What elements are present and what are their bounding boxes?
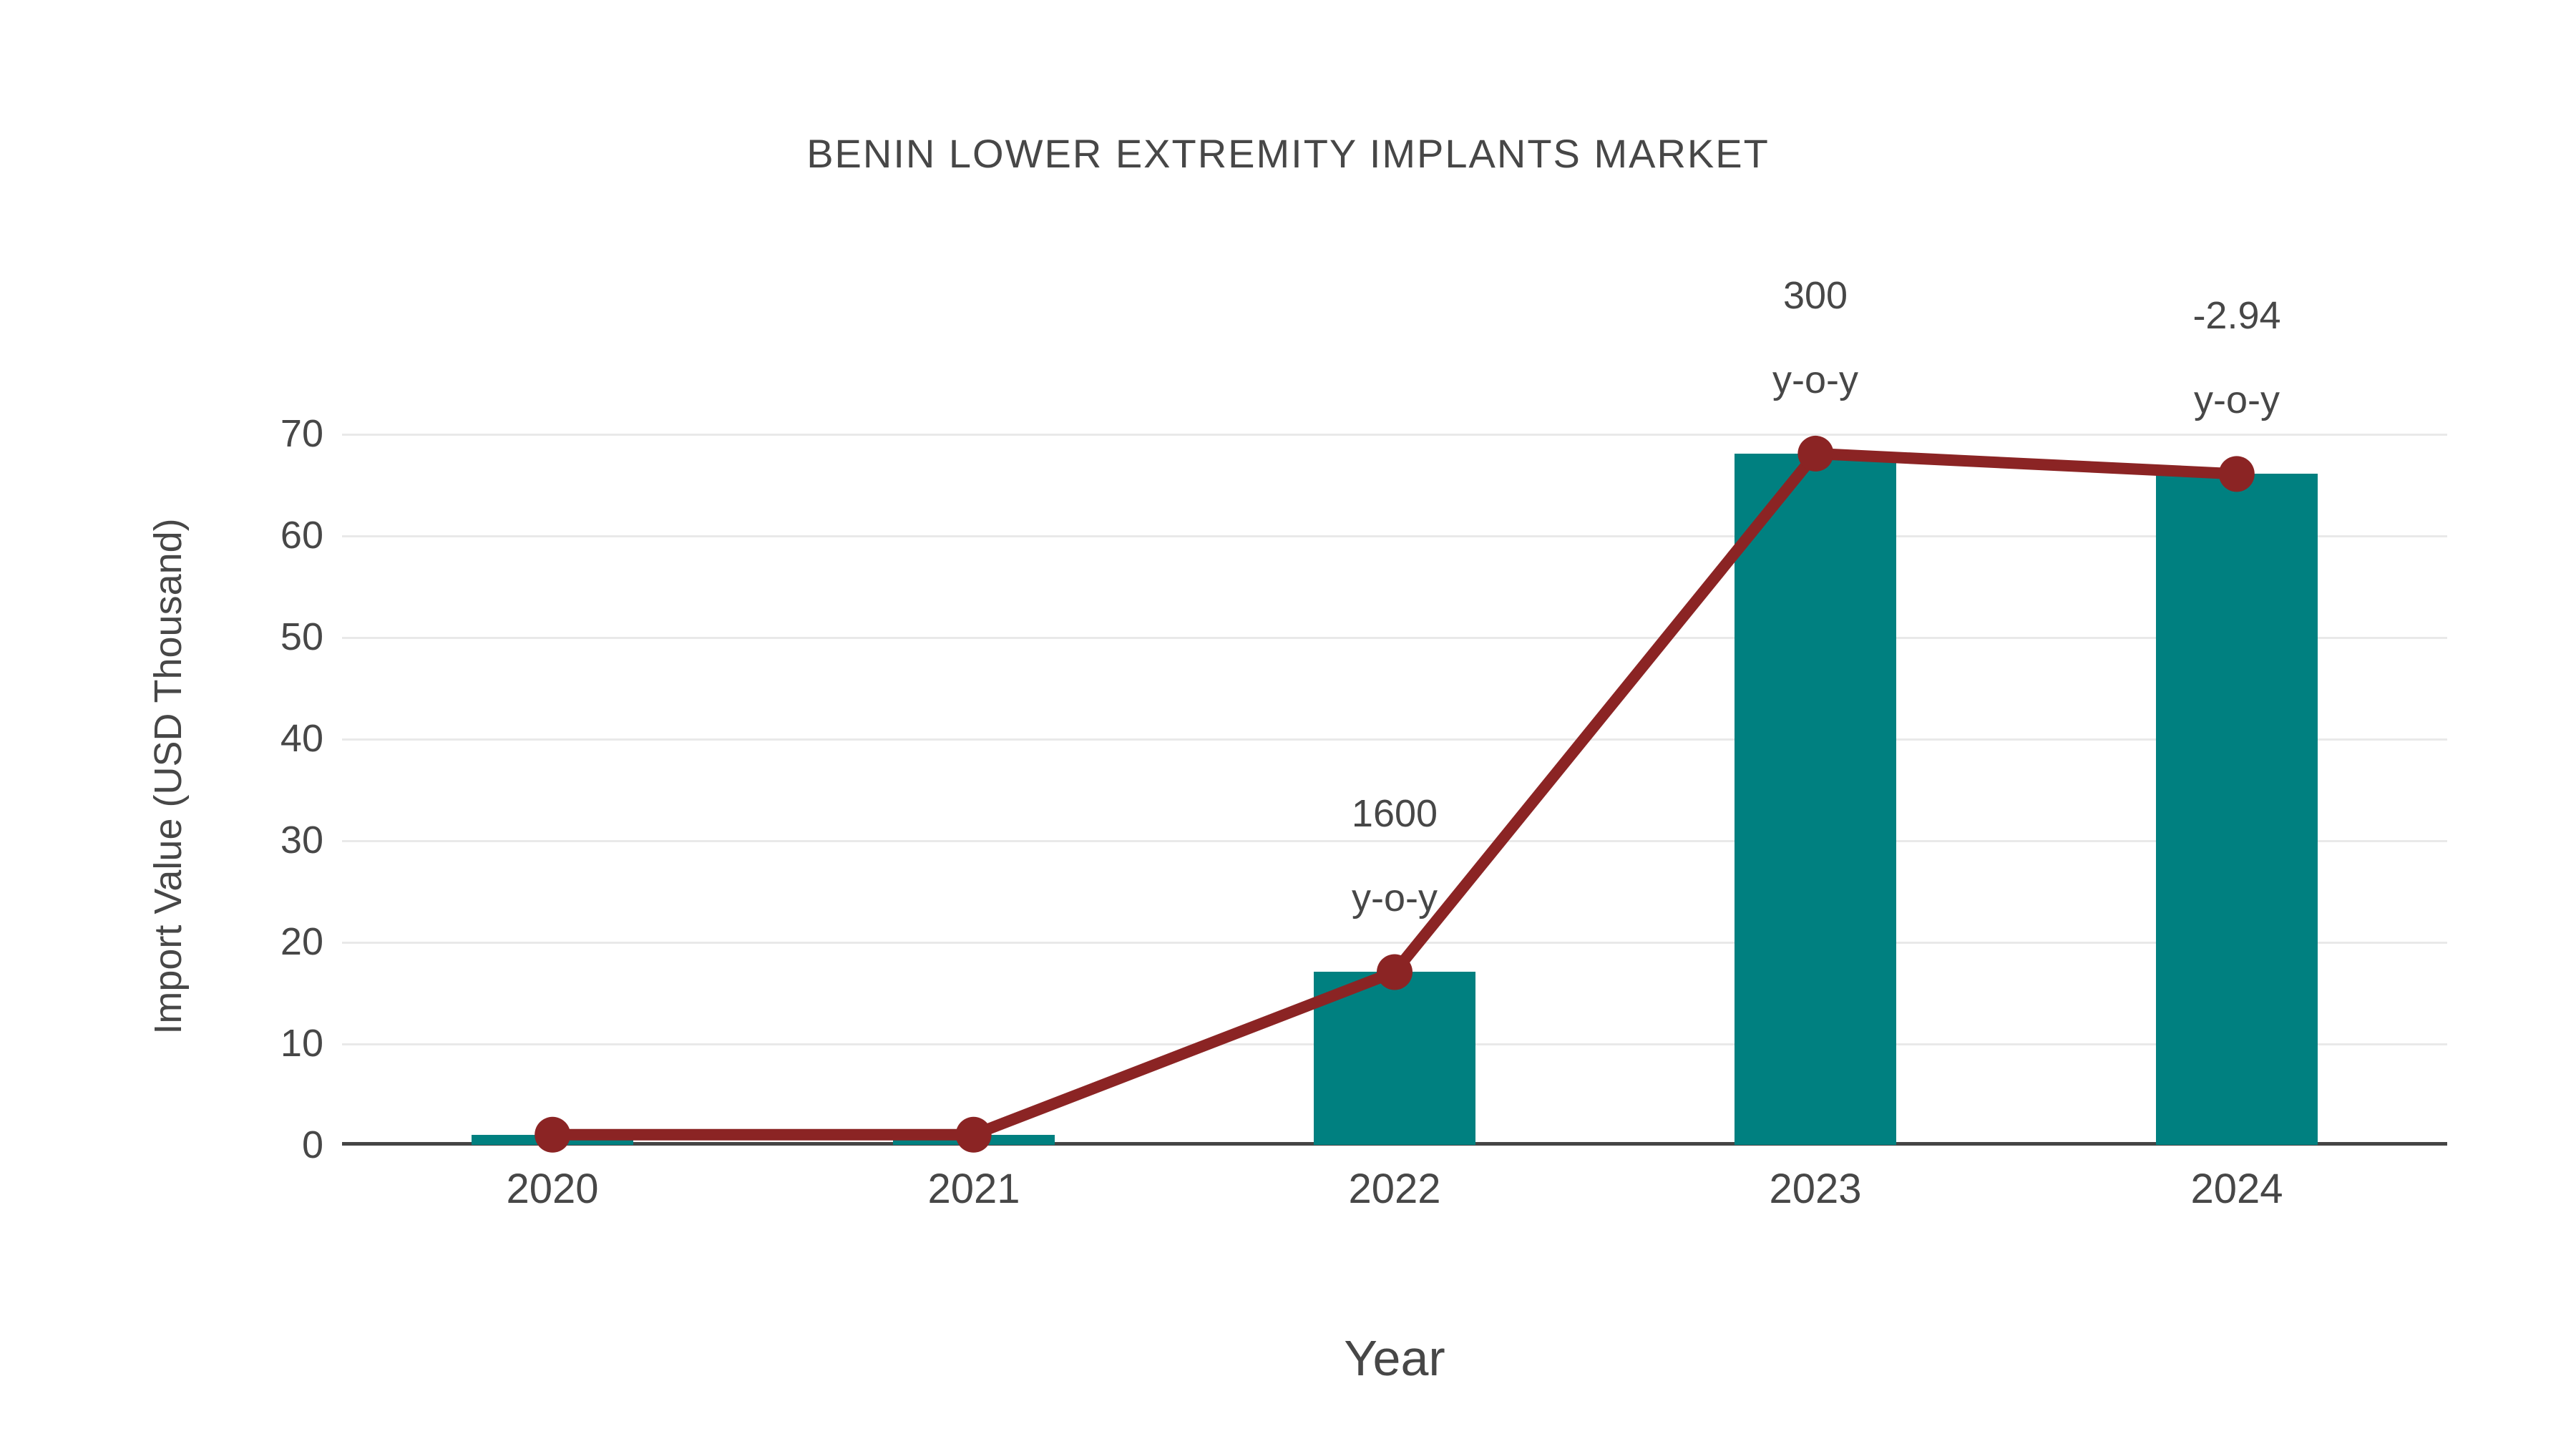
line-marker-2024 [2218, 456, 2255, 492]
y-tick-label-40: 40 [280, 717, 323, 760]
x-axis-title: Year [1344, 1330, 1445, 1386]
line-marker-2022 [1377, 954, 1413, 990]
y-tick-label-20: 20 [280, 920, 323, 963]
line-marker-2020 [535, 1116, 571, 1153]
y-tick-label-70: 70 [280, 412, 323, 455]
gridline-30 [342, 840, 2447, 842]
y-tick-label-0: 0 [301, 1123, 323, 1166]
annotation-2022: 1600 y-o-y [1352, 771, 1438, 940]
y-tick-label-30: 30 [280, 819, 323, 862]
annotation-2024-line-2: y-o-y [2194, 379, 2280, 421]
annotation-2023-line-1: 300 [1782, 274, 1848, 317]
plot-area [342, 408, 2447, 1153]
bar-2022 [1314, 972, 1475, 1145]
y-tick-label-10: 10 [280, 1022, 323, 1065]
gridline-70 [342, 434, 2447, 436]
annotation-2024: -2.94 y-o-y [2192, 273, 2280, 442]
annotation-2023-line-2: y-o-y [1772, 358, 1858, 401]
x-tick-label-2021: 2021 [927, 1166, 1020, 1212]
x-tick-label-2022: 2022 [1348, 1166, 1441, 1212]
x-tick-label-2024: 2024 [2190, 1166, 2283, 1212]
annotation-2024-line-1: -2.94 [2192, 294, 2281, 337]
y-tick-label-50: 50 [280, 615, 323, 658]
gridline-20 [342, 942, 2447, 944]
chart-title: BENIN LOWER EXTREMITY IMPLANTS MARKET [806, 131, 1770, 176]
annotation-2022-line-2: y-o-y [1351, 877, 1438, 919]
gridline-60 [342, 535, 2447, 537]
gridline-40 [342, 738, 2447, 741]
bar-2023 [1735, 454, 1896, 1145]
gridline-50 [342, 637, 2447, 639]
bar-2024 [2156, 474, 2318, 1145]
annotation-2023: 300 y-o-y [1772, 253, 1858, 422]
line-marker-2021 [955, 1116, 992, 1153]
x-tick-label-2023: 2023 [1769, 1166, 1862, 1212]
line-marker-2023 [1797, 435, 1834, 472]
y-tick-label-60: 60 [280, 514, 323, 557]
x-tick-label-2020: 2020 [506, 1166, 599, 1212]
trend-line-layer [535, 435, 2255, 1153]
annotation-2022-line-1: 1600 [1351, 792, 1438, 835]
